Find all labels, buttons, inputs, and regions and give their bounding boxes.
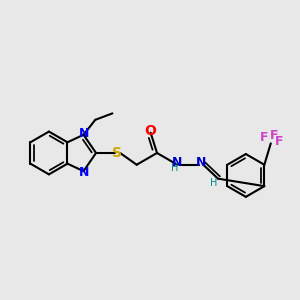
Text: F: F [275, 135, 284, 148]
Text: H: H [171, 163, 178, 173]
Text: S: S [112, 146, 122, 160]
Text: N: N [172, 157, 182, 169]
Text: F: F [260, 131, 269, 145]
Text: O: O [145, 124, 157, 138]
Text: F: F [270, 129, 279, 142]
Text: H: H [210, 178, 218, 188]
Text: N: N [79, 128, 90, 140]
Text: N: N [196, 157, 206, 169]
Text: N: N [79, 166, 90, 179]
